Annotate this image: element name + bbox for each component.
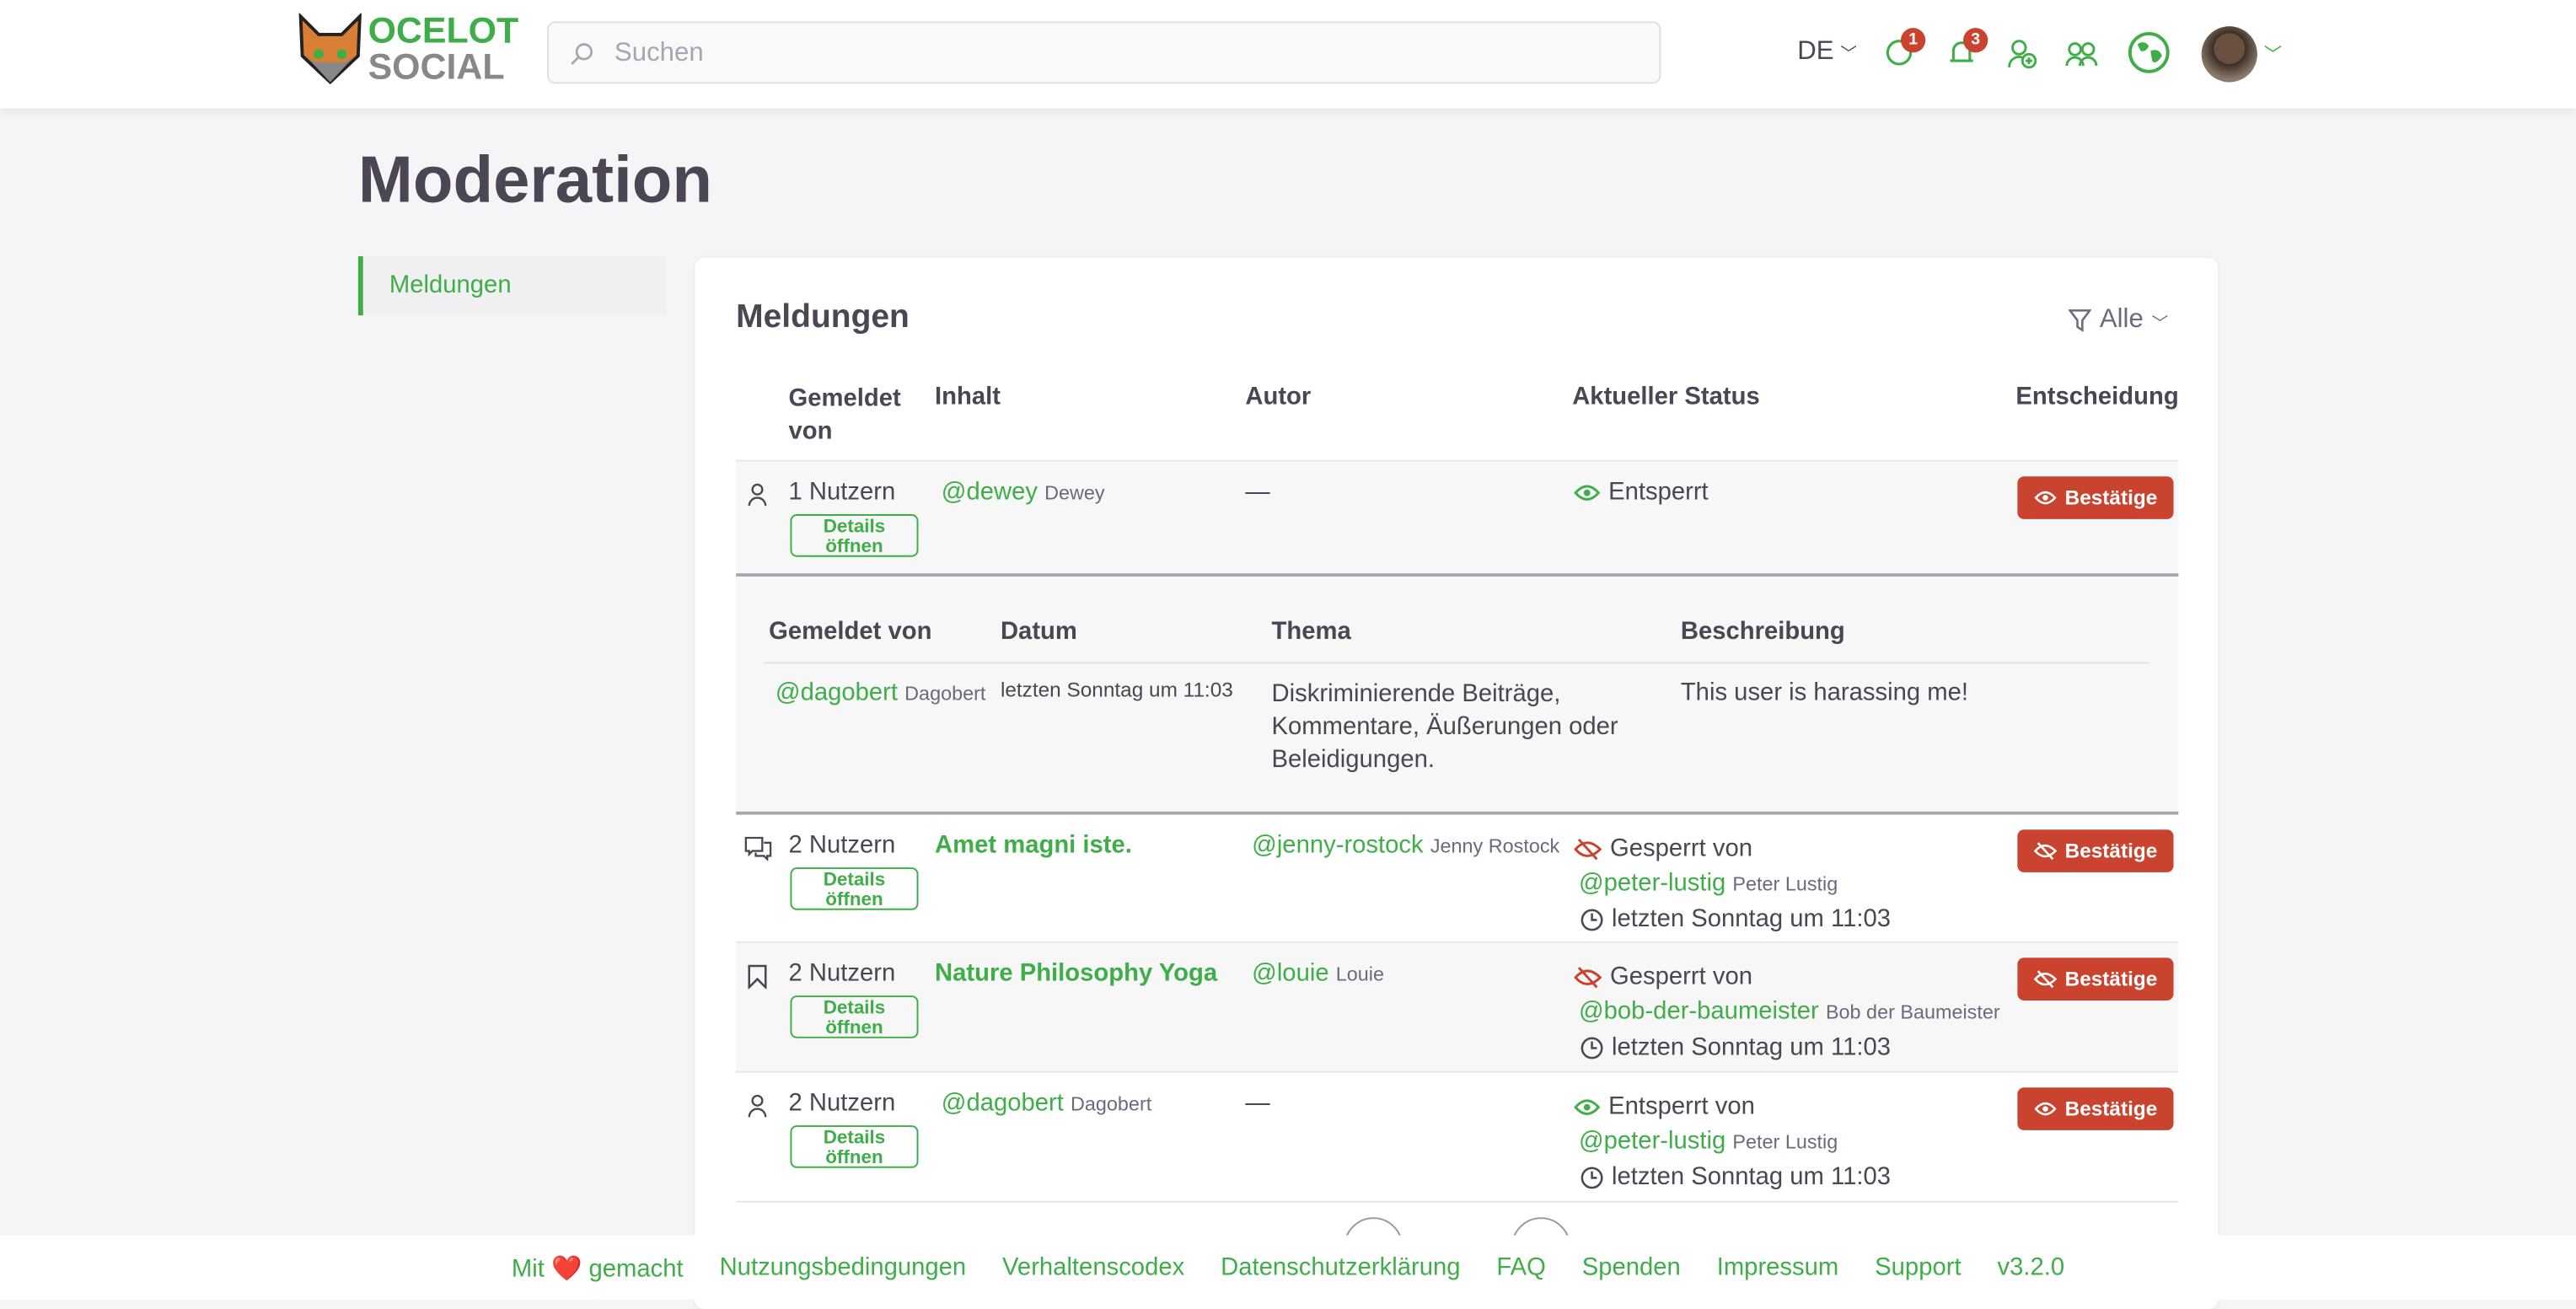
chevron-down-icon: ﹀: [1840, 46, 1857, 65]
filter-dropdown[interactable]: Alle ﹀: [2068, 306, 2169, 335]
reporter-link[interactable]: @dagobert Dagobert: [775, 678, 986, 707]
column-header-status: Aktueller Status: [1572, 383, 1760, 411]
content-user-link[interactable]: @dewey Dewey: [941, 478, 1105, 507]
column-header-author: Autor: [1245, 383, 1312, 411]
chat-icon: [1886, 40, 1913, 66]
column-header-reported-by: Gemeldet von: [788, 384, 901, 446]
footer-link-imprint[interactable]: Impressum: [1716, 1253, 1839, 1282]
footer-link-code-of-conduct[interactable]: Verhaltenscodex: [1002, 1253, 1185, 1282]
avatar[interactable]: [2201, 26, 2257, 83]
content-link[interactable]: Amet magni iste.: [934, 831, 1132, 860]
status: Entsperrt von @peter-lustig Peter Lustig…: [1574, 1089, 1891, 1194]
details-open-button[interactable]: Details öffnen: [790, 1125, 919, 1168]
footer-link-faq[interactable]: FAQ: [1496, 1253, 1546, 1282]
globe-icon[interactable]: [2128, 31, 2171, 74]
confirm-button[interactable]: Bestätige: [2017, 958, 2174, 1001]
search-input[interactable]: [611, 37, 1604, 71]
bookmark-icon: [748, 964, 767, 990]
search-icon: [571, 43, 593, 65]
sidebar-item-meldungen[interactable]: Meldungen: [357, 256, 668, 316]
eye-icon: [1574, 484, 1601, 500]
author-link[interactable]: @louie Louie: [1252, 959, 1384, 988]
invite-user-icon[interactable]: [2006, 38, 2039, 71]
eye-slash-icon: [2033, 842, 2057, 861]
table-row: 2 Nutzern Details öffnen Nature Philosop…: [736, 942, 2179, 1073]
moderator-link[interactable]: @peter-lustig Peter Lustig: [1578, 869, 1838, 898]
footer-link-terms[interactable]: Nutzungsbedingungen: [719, 1253, 967, 1282]
eye-slash-icon: [1574, 965, 1602, 988]
eye-icon: [1574, 1098, 1601, 1114]
user-icon: [748, 1094, 767, 1118]
eye-slash-icon: [1574, 837, 1602, 860]
eye-slash-icon: [2033, 970, 2057, 989]
moderator-link[interactable]: @bob-der-baumeister Bob der Baumeister: [1578, 997, 2000, 1026]
chevron-down-icon: ﹀: [2151, 314, 2169, 333]
table-row: 1 Nutzern Details öffnen @dewey Dewey — …: [736, 461, 2179, 577]
footer: Mit ❤️ gemacht Nutzungsbedingungen Verha…: [0, 1235, 2576, 1300]
column-header-content: Inhalt: [934, 383, 1001, 411]
status: Gesperrt von @bob-der-baumeister Bob der…: [1574, 959, 2000, 1065]
column-header-decision: Entscheidung: [2015, 383, 2179, 411]
details-open-button[interactable]: Details öffnen: [790, 995, 919, 1038]
top-header: OCELOT SOCIAL DE﹀ 1 3 ﹀: [0, 0, 2576, 109]
user-icon: [748, 483, 767, 507]
clock-icon: [1580, 908, 1603, 931]
made-with-love: Mit ❤️ gemacht: [511, 1254, 684, 1283]
user-menu-chevron-icon[interactable]: ﹀: [2263, 46, 2283, 66]
footer-link-version[interactable]: v3.2.0: [1997, 1253, 2065, 1282]
moderator-link[interactable]: @peter-lustig Peter Lustig: [1578, 1127, 1838, 1156]
search-field[interactable]: [547, 21, 1661, 84]
ocelot-logo-icon: [298, 13, 362, 85]
clock-icon: [1580, 1036, 1603, 1059]
eye-icon: [2034, 1102, 2057, 1116]
filter-icon: [2068, 309, 2092, 332]
details-open-button[interactable]: Details öffnen: [790, 514, 919, 557]
eye-icon: [2034, 491, 2057, 505]
language-switch[interactable]: DE ﹀: [1797, 37, 1857, 66]
table-row: 2 Nutzern Details öffnen @dagobert Dagob…: [736, 1072, 2179, 1203]
clock-icon: [1580, 1166, 1603, 1188]
confirm-button[interactable]: Bestätige: [2017, 476, 2174, 519]
card-title: Meldungen: [736, 298, 910, 335]
table-row: 2 Nutzern Details öffnen Amet magni iste…: [736, 814, 2179, 943]
details-open-button[interactable]: Details öffnen: [790, 867, 919, 910]
report-details-panel: Gemeldet von Datum Thema Beschreibung @d…: [736, 577, 2179, 815]
notifications-button[interactable]: 3: [1947, 28, 1988, 69]
footer-link-support[interactable]: Support: [1875, 1253, 1962, 1282]
author-link[interactable]: @jenny-rostock Jenny Rostock: [1252, 831, 1560, 860]
groups-icon[interactable]: [2065, 41, 2098, 67]
chat-button[interactable]: 1: [1885, 28, 1926, 69]
page-title: Moderation: [357, 144, 712, 217]
reports-card: Meldungen Alle ﹀ Gemeldet von Inhalt Auto…: [695, 257, 2219, 1309]
divider: [736, 459, 2179, 462]
comment-icon: [744, 836, 772, 861]
status: Gesperrt von @peter-lustig Peter Lustig …: [1574, 831, 1891, 936]
content-user-link[interactable]: @dagobert Dagobert: [941, 1089, 1152, 1118]
confirm-button[interactable]: Bestätige: [2017, 829, 2174, 872]
confirm-button[interactable]: Bestätige: [2017, 1087, 2174, 1130]
heart-icon: ❤️: [550, 1254, 582, 1283]
footer-link-privacy[interactable]: Datenschutzerklärung: [1221, 1253, 1461, 1282]
notification-count-badge: 3: [1963, 28, 1988, 53]
chat-count-badge: 1: [1900, 28, 1926, 53]
logo[interactable]: OCELOT SOCIAL: [296, 13, 518, 89]
footer-link-donate[interactable]: Spenden: [1581, 1253, 1681, 1282]
content-link[interactable]: Nature Philosophy Yoga: [934, 959, 1218, 988]
status: Entsperrt: [1574, 478, 1709, 506]
